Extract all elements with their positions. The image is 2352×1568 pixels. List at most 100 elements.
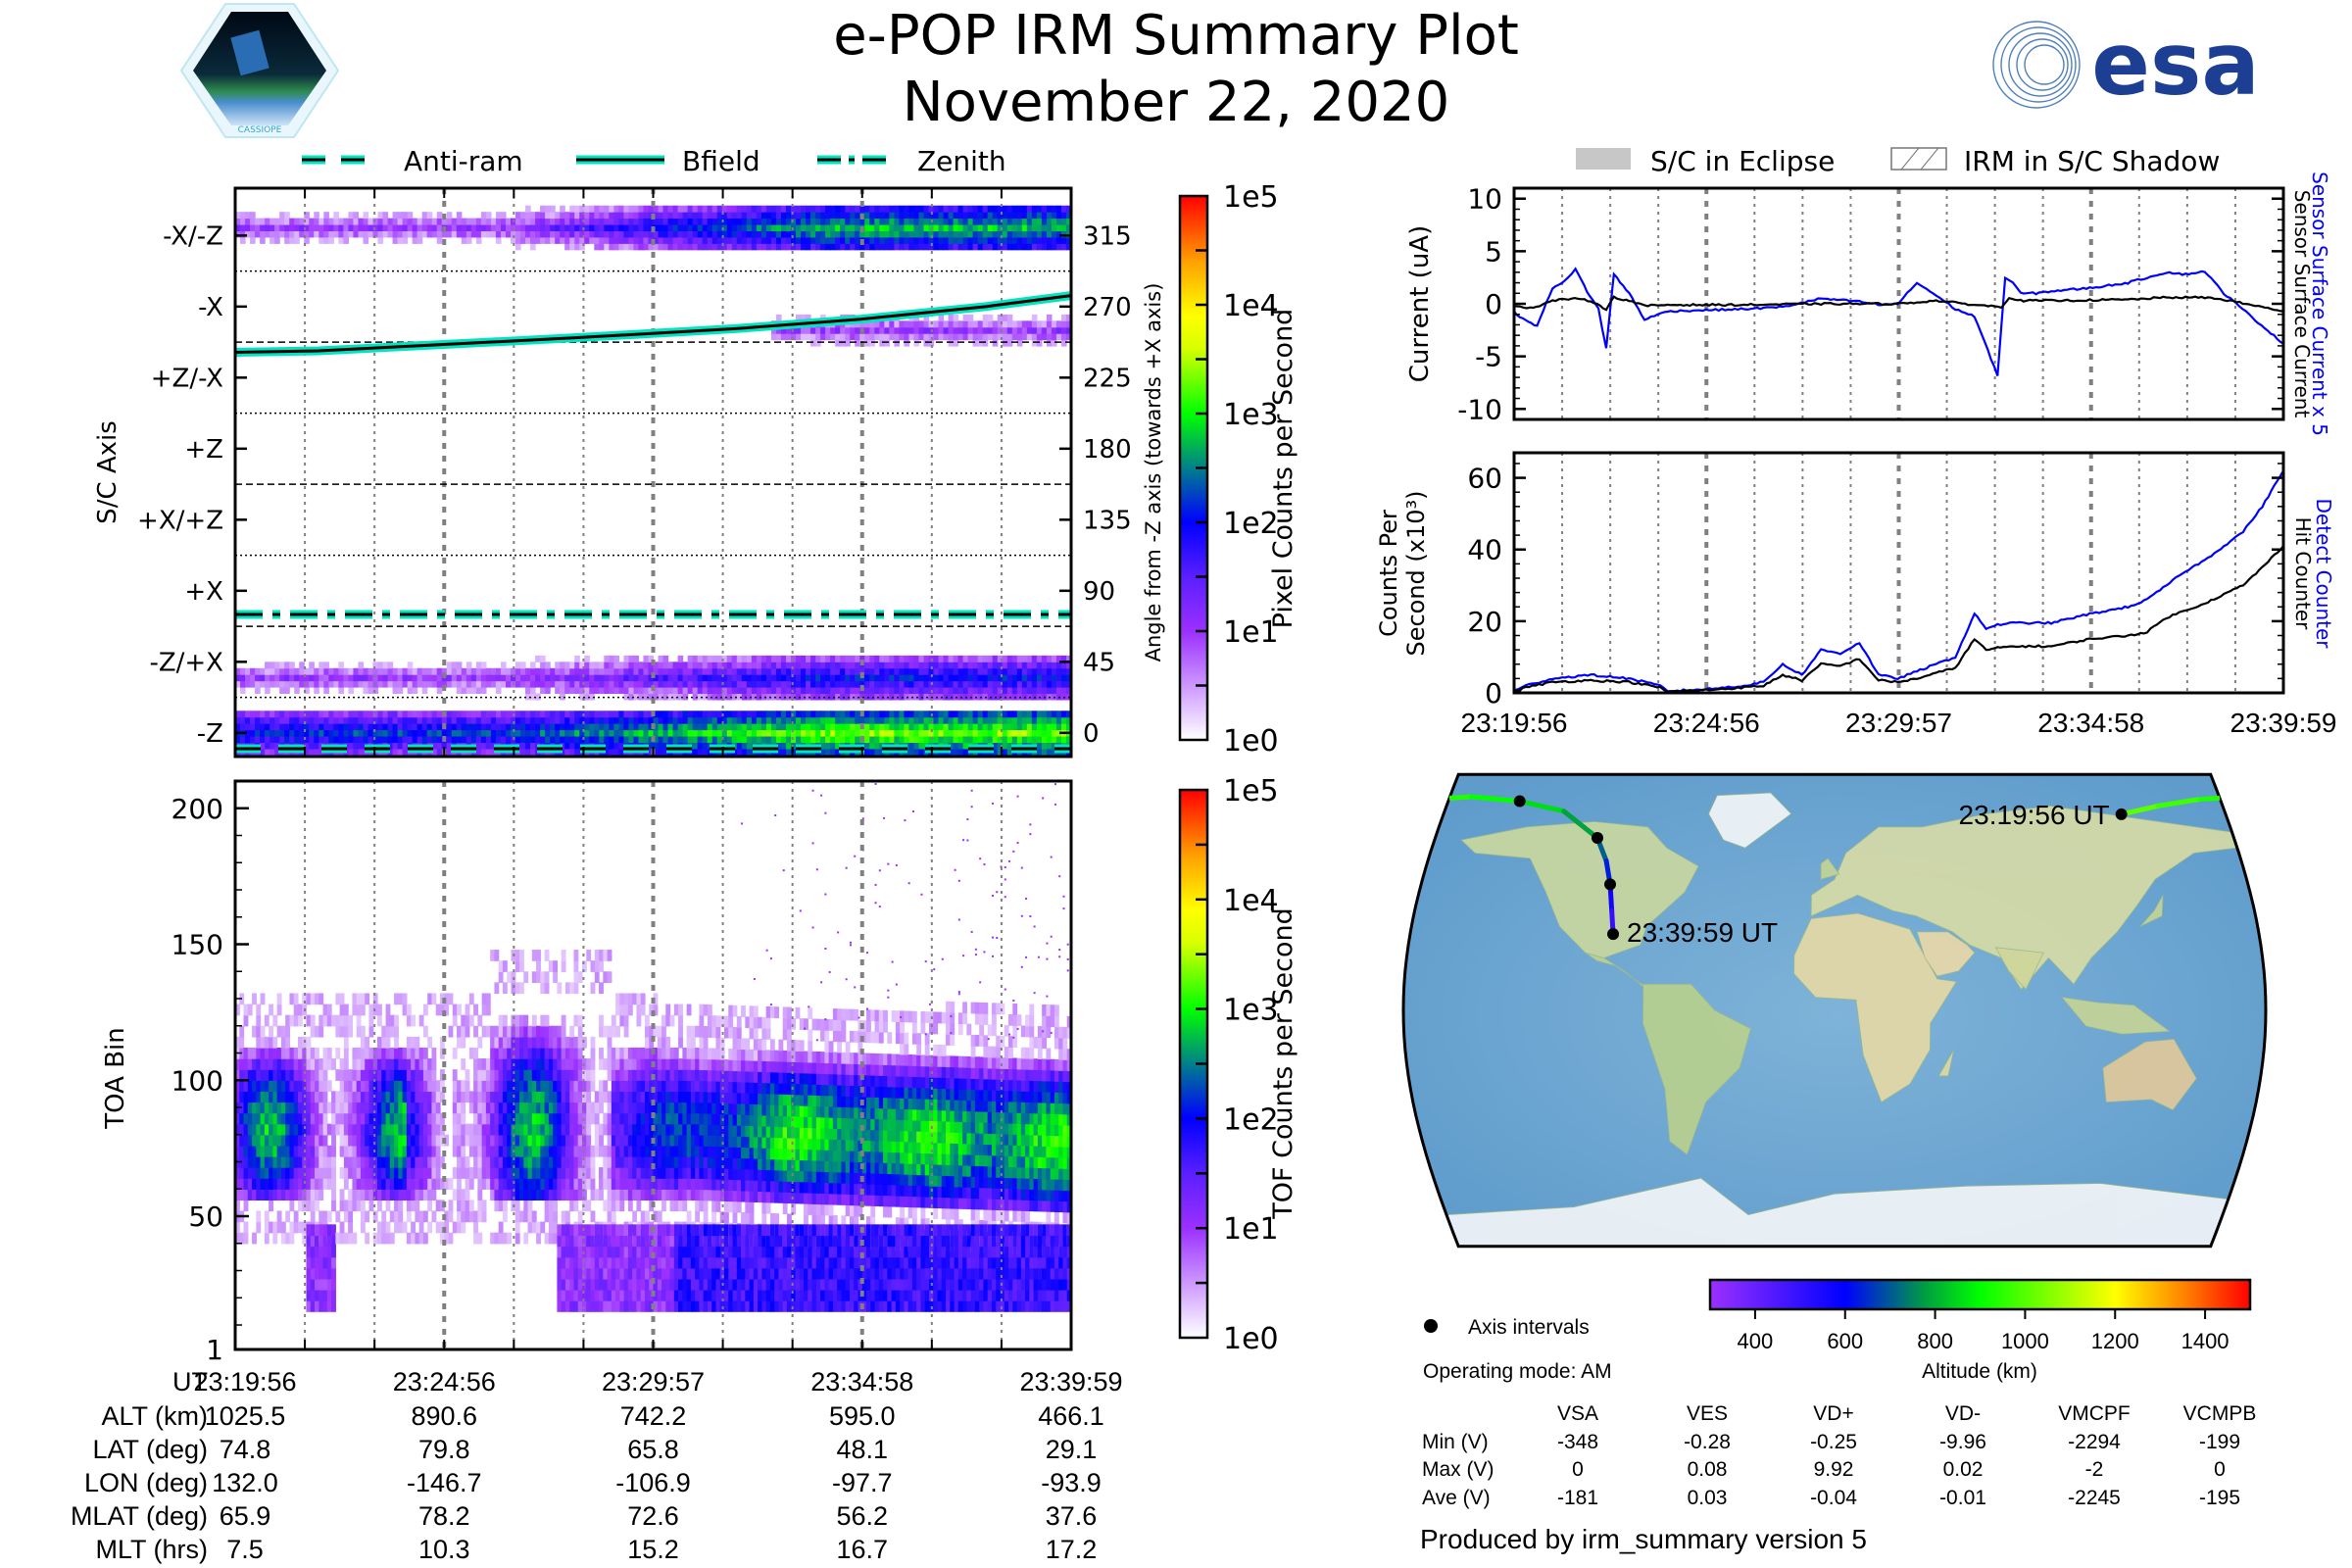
heat-cell (1011, 236, 1018, 244)
heat-cell (756, 243, 762, 251)
heat-cell (648, 667, 655, 675)
heat-cell (498, 1178, 504, 1190)
heat-cell (874, 224, 880, 231)
heat-cell (322, 1256, 328, 1269)
heat-cell (992, 230, 999, 238)
heat-cell (411, 1200, 416, 1212)
heat-cell (977, 710, 984, 718)
heat-cell (444, 993, 450, 1005)
heat-cell (702, 667, 709, 675)
heat-cell (260, 1036, 266, 1049)
heat-cell (536, 1155, 541, 1168)
heat-cell (913, 729, 920, 737)
heat-cell (326, 1300, 332, 1312)
heat-cell (972, 333, 979, 341)
heat-cell (318, 1178, 324, 1190)
heat-cell (711, 680, 718, 688)
heat-cell (997, 314, 1004, 321)
heat-cell (1006, 655, 1013, 662)
heat-cell (394, 1058, 399, 1070)
heat-cell (855, 326, 860, 334)
heat-cell (490, 224, 497, 231)
heat-cell (810, 693, 816, 701)
heat-cell (315, 1167, 319, 1179)
heat-cell (265, 230, 270, 238)
heat-cell (687, 655, 694, 662)
heat-cell (297, 1036, 303, 1049)
heat-cell (322, 1134, 328, 1147)
heat-cell (918, 218, 925, 225)
heat-cell (908, 333, 915, 341)
heat-cell (294, 687, 300, 695)
heat-cell (381, 1145, 387, 1157)
heat-cell (894, 674, 900, 682)
heat-cell (810, 710, 816, 718)
heat-cell (987, 314, 994, 321)
heat-cell (435, 1004, 441, 1016)
heat-cell (1041, 212, 1048, 220)
heat-cell (260, 224, 266, 231)
heat-cell (1041, 662, 1048, 669)
heat-cell (540, 224, 546, 231)
heat-cell (318, 1278, 324, 1291)
heat-cell (726, 723, 733, 731)
heat-cell (589, 710, 595, 718)
heat-cell (520, 742, 526, 750)
heat-cell (365, 993, 370, 1005)
heat-cell (825, 212, 831, 220)
heat-cell (397, 218, 404, 225)
heat-cell (760, 230, 767, 238)
heat-cell (801, 710, 807, 718)
heat-cell (531, 1134, 537, 1147)
heat-cell (1016, 224, 1023, 231)
heat-cell (613, 662, 619, 669)
heat-cell (604, 236, 610, 244)
heat-cell (272, 1221, 278, 1234)
heat-cell (840, 333, 846, 341)
heat-cell (328, 710, 334, 718)
heat-cell (1031, 218, 1038, 225)
heat-cell (485, 1058, 491, 1070)
heat-cell (933, 230, 940, 238)
heat-cell (402, 1123, 408, 1136)
heat-cell (648, 748, 655, 756)
heat-cell (1011, 243, 1018, 251)
heat-cell (569, 236, 575, 244)
heat-cell (913, 339, 920, 347)
heat-cell (495, 716, 502, 724)
sc-axis-panel: -X/-Z 315-X 270+Z/-X 225+Z 180+X/+Z 135+X 90-Z… (93, 186, 1165, 759)
heat-cell (398, 1069, 404, 1081)
heat-cell (953, 230, 959, 238)
heat-cell (977, 655, 984, 662)
heat-cell (540, 1058, 546, 1070)
heat-cell (957, 680, 964, 688)
heat-cell (667, 710, 674, 718)
heat-cell (850, 326, 856, 334)
heat-cell (494, 1167, 500, 1179)
heat-cell (235, 212, 241, 220)
heat-cell (579, 723, 585, 731)
heat-cell (1026, 723, 1033, 731)
heat-cell (436, 674, 443, 682)
heat-cell (553, 1167, 559, 1179)
heat-cell (633, 693, 640, 701)
heat-cell (394, 1036, 399, 1049)
heat-cell (913, 230, 920, 238)
heat-cell (289, 1189, 295, 1201)
heat-cell (633, 729, 640, 737)
heat-cell (820, 729, 826, 737)
heat-cell (407, 729, 414, 737)
heat-cell (436, 224, 443, 231)
heat-cell (908, 710, 915, 718)
heat-cell (550, 667, 556, 675)
heat-cell (318, 662, 324, 669)
esa-logo: esa (1992, 14, 2260, 112)
heat-cell (933, 333, 940, 341)
heat-cell (451, 667, 458, 675)
heat-cell (658, 687, 664, 695)
heat-cell (855, 212, 860, 220)
heat-cell (653, 224, 660, 231)
heat-cell (869, 320, 875, 328)
heat-cell (519, 950, 524, 961)
heat-cell (667, 236, 674, 244)
